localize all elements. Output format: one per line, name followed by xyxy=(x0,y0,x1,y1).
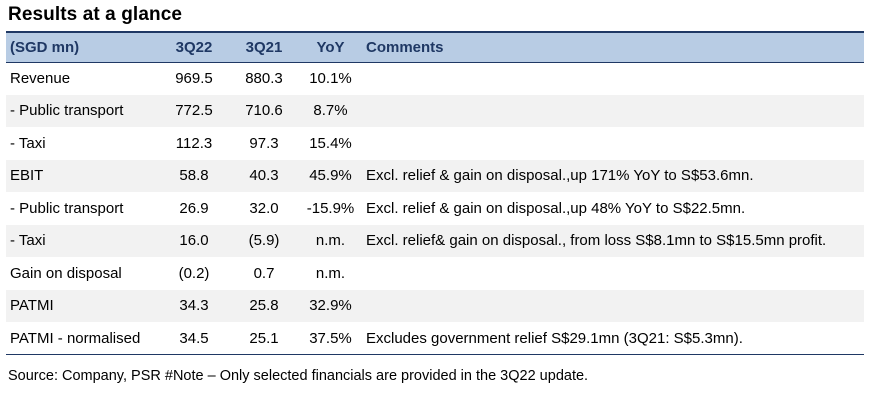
cell-yoy: 32.9% xyxy=(309,297,352,315)
row-label: EBIT xyxy=(10,167,44,185)
cell-comment xyxy=(362,257,864,290)
cell-3q22: 16.0 xyxy=(179,232,209,250)
header-3q22: 3Q22 xyxy=(159,31,229,63)
cell-yoy: 8.7% xyxy=(313,102,348,120)
table-row: - Public transport 26.9 32.0 -15.9% Excl… xyxy=(6,192,864,225)
page-title: Results at a glance xyxy=(8,4,183,25)
cell-3q21: 40.3 xyxy=(249,167,279,185)
header-3q21: 3Q21 xyxy=(229,31,299,63)
cell-3q22: 112.3 xyxy=(175,134,213,152)
table-row: - Taxi 16.0 (5.9) n.m. Excl. relief& gai… xyxy=(6,224,864,257)
table-row: Gain on disposal (0.2) 0.7 n.m. xyxy=(6,257,864,290)
cell-comment xyxy=(362,62,864,95)
cell-yoy: n.m. xyxy=(315,264,346,282)
row-label: Gain on disposal xyxy=(10,264,122,282)
row-label: - Public transport xyxy=(10,102,124,120)
results-table-container: (SGD mn) 3Q22 3Q21 YoY Comments Revenue … xyxy=(6,31,864,355)
cell-comment: Excludes government relief S$29.1mn (3Q2… xyxy=(362,322,864,355)
cell-3q21: 880.3 xyxy=(245,70,283,87)
row-label: Revenue xyxy=(10,70,71,87)
source-note: Source: Company, PSR #Note – Only select… xyxy=(8,368,589,384)
cell-3q21: (5.9) xyxy=(248,232,280,250)
cell-3q21: 25.1 xyxy=(229,322,299,355)
cell-comment xyxy=(362,127,864,160)
cell-yoy: n.m. xyxy=(315,232,346,250)
cell-3q21: 25.8 xyxy=(249,297,279,315)
cell-yoy: 15.4% xyxy=(309,134,352,152)
table-row: Revenue 969.5 880.3 10.1% xyxy=(6,62,864,95)
cell-comment xyxy=(362,95,864,128)
table-row: PATMI - normalised 34.5 25.1 37.5% Exclu… xyxy=(6,322,864,355)
cell-3q21: 710.6 xyxy=(245,102,283,120)
cell-3q21: 32.0 xyxy=(249,199,279,217)
cell-3q22: 772.5 xyxy=(175,102,213,120)
cell-comment: Excl. relief & gain on disposal.,up 48% … xyxy=(366,199,746,217)
cell-comment: Excl. relief & gain on disposal.,up 171%… xyxy=(366,167,754,185)
table-row: PATMI 34.3 25.8 32.9% xyxy=(6,289,864,323)
row-label: - Taxi xyxy=(10,134,46,152)
row-label: PATMI - normalised xyxy=(6,322,159,355)
row-label: PATMI xyxy=(10,297,54,315)
table-row: EBIT 58.8 40.3 45.9% Excl. relief & gain… xyxy=(6,159,864,192)
cell-3q21: 0.7 xyxy=(253,264,275,282)
cell-3q21: 97.3 xyxy=(249,134,279,152)
header-comments: Comments xyxy=(362,31,864,63)
cell-3q22: 34.3 xyxy=(179,297,209,315)
cell-3q22: 969.5 xyxy=(175,70,213,87)
cell-3q22: (0.2) xyxy=(178,264,210,282)
table-row: - Public transport 772.5 710.6 8.7% xyxy=(6,94,864,128)
table-row: - Taxi 112.3 97.3 15.4% xyxy=(6,127,864,160)
cell-3q22: 58.8 xyxy=(179,167,209,185)
cell-3q22: 34.5 xyxy=(159,322,229,355)
results-table: (SGD mn) 3Q22 3Q21 YoY Comments Revenue … xyxy=(6,31,864,355)
cell-comment: Excl. relief& gain on disposal., from lo… xyxy=(366,232,827,250)
header-yoy: YoY xyxy=(299,31,362,63)
table-header-row: (SGD mn) 3Q22 3Q21 YoY Comments xyxy=(6,31,864,63)
cell-yoy: 45.9% xyxy=(309,167,352,185)
row-label: - Taxi xyxy=(10,232,46,250)
header-unit: (SGD mn) xyxy=(6,31,159,63)
cell-yoy: -15.9% xyxy=(306,199,355,217)
cell-3q22: 26.9 xyxy=(179,199,209,217)
cell-yoy: 10.1% xyxy=(309,70,352,87)
cell-comment xyxy=(362,290,864,323)
row-label: - Public transport xyxy=(10,199,124,217)
cell-yoy: 37.5% xyxy=(299,322,362,355)
